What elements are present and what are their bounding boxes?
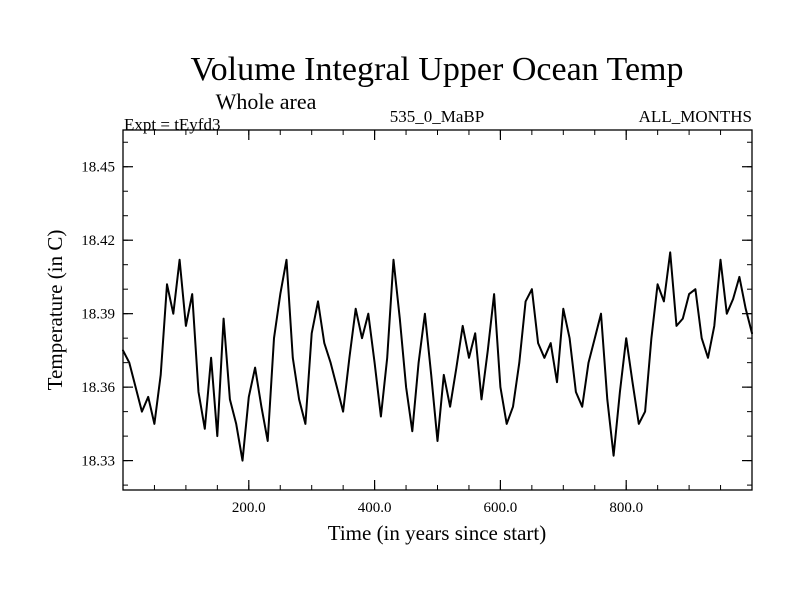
x-tick-label: 600.0: [484, 500, 518, 516]
y-tick-label: 18.42: [81, 233, 115, 249]
x-axis-ticks: [153, 130, 722, 490]
y-axis-tick-labels: 18.33 18.36 18.39 18.42 18.45: [81, 160, 115, 470]
y-axis-label: Temperature (in C): [43, 230, 67, 391]
scenario-label: 535_0_MaBP: [390, 107, 484, 126]
y-tick-label: 18.39: [81, 307, 115, 323]
chart-subtitle: Whole area: [216, 89, 317, 114]
y-tick-label: 18.33: [81, 454, 115, 470]
x-tick-label: 200.0: [232, 500, 266, 516]
y-tick-label: 18.36: [81, 380, 115, 396]
temperature-series-line: [122, 251, 753, 462]
experiment-label: Expt = tEyfd3: [124, 115, 220, 134]
x-tick-label: 400.0: [358, 500, 392, 516]
y-axis-ticks: [123, 141, 752, 486]
months-label: ALL_MONTHS: [639, 107, 752, 126]
chart-title: Volume Integral Upper Ocean Temp: [191, 51, 684, 88]
x-axis-label: Time (in years since start): [328, 521, 547, 545]
y-tick-label: 18.45: [81, 160, 115, 176]
x-tick-label: 800.0: [609, 500, 643, 516]
x-axis-tick-labels: 200.0 400.0 600.0 800.0: [232, 500, 643, 516]
